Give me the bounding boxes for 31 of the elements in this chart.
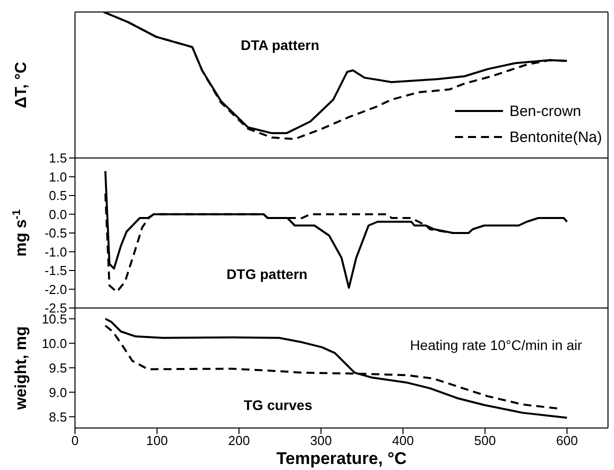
y-tick-label: 1.0 — [48, 169, 67, 184]
annotation: Heating rate 10°C/min in air — [410, 337, 582, 353]
y-tick-label: 0.5 — [48, 188, 67, 204]
y-tick-label: -1.5 — [44, 263, 67, 278]
x-axis-title: Temperature, °C — [275, 449, 408, 469]
y-tick-label: 0.0 — [48, 206, 67, 222]
y-tick-label: 8.5 — [48, 409, 67, 424]
annotation: TG curves — [244, 397, 312, 413]
x-tick-label: 100 — [146, 433, 168, 448]
y-tick-label: -2.5 — [44, 300, 67, 316]
y-axis-title: ΔT, °C — [13, 61, 30, 108]
line-series — [104, 318, 568, 419]
y-tick-label: 10.0 — [42, 336, 67, 351]
x-tick-label: 200 — [228, 433, 250, 448]
x-tick-label: 500 — [474, 433, 496, 448]
y-tick-label: -0.5 — [44, 226, 67, 241]
y-tick-label: -2.0 — [44, 282, 67, 297]
legend-label: Ben-crown — [509, 102, 582, 120]
y-tick-label: 9.0 — [48, 384, 67, 400]
x-tick-label: 0 — [71, 433, 79, 448]
annotation: DTA pattern — [240, 37, 320, 53]
y-tick-label: 1.5 — [48, 150, 67, 166]
legend-label: Bentonite(Na) — [509, 128, 602, 146]
x-tick-label: 600 — [556, 433, 578, 448]
x-tick-label: 400 — [392, 433, 414, 448]
y-tick-label: 9.5 — [48, 360, 67, 376]
line-series — [104, 170, 568, 289]
y-axis-title: weight, mg — [13, 326, 30, 411]
annotation: DTG pattern — [226, 266, 308, 282]
y-tick-label: -1.0 — [44, 244, 67, 260]
x-tick-label: 300 — [310, 433, 332, 448]
